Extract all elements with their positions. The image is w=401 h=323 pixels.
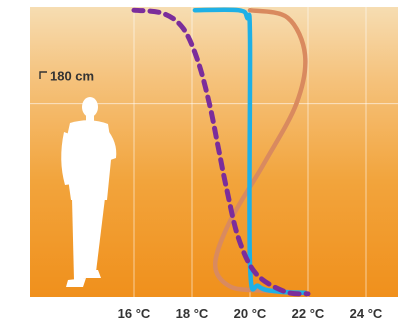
figure-right-arm: [95, 128, 117, 165]
x-axis-tick-labels: 16 °C 18 °C 20 °C 22 °C 24 °C: [118, 306, 383, 321]
figure-neck: [86, 115, 94, 124]
figure-right-leg: [85, 198, 105, 273]
x-tick-label-2: 20 °C: [234, 306, 267, 321]
human-silhouette: [61, 97, 117, 287]
figure-left-foot: [66, 278, 86, 287]
series-line-0: [131, 7, 311, 297]
height-annotation: 180 cm: [39, 69, 94, 84]
height-marker-bracket: [39, 71, 47, 79]
x-tick-label-1: 18 °C: [176, 306, 209, 321]
x-tick-label-3: 22 °C: [292, 306, 325, 321]
series-group: [131, 7, 311, 297]
x-tick-label-4: 24 °C: [350, 306, 383, 321]
figure-torso: [64, 120, 112, 200]
x-tick-label-0: 16 °C: [118, 306, 151, 321]
height-label: 180 cm: [50, 69, 94, 84]
figure-left-arm: [61, 132, 72, 185]
figure-left-leg: [72, 198, 89, 280]
series-line-1: [192, 7, 308, 295]
figure-right-foot: [84, 270, 101, 278]
figure-head: [82, 97, 98, 117]
